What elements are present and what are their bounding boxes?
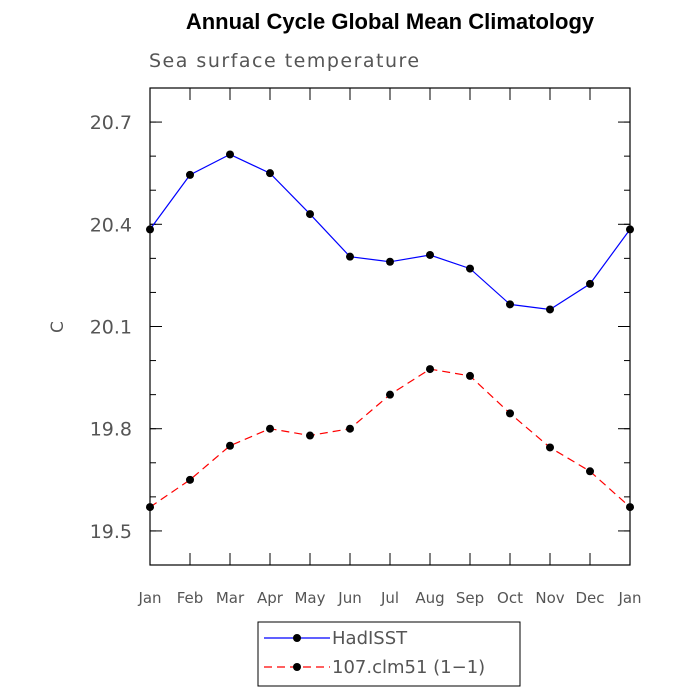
series-2-point — [266, 424, 274, 433]
x-tick-label: Jan — [617, 589, 641, 607]
series-2-point — [306, 431, 314, 440]
series-1-point — [506, 300, 514, 309]
legend-box — [257, 621, 521, 687]
x-tick-label: Sep — [456, 589, 484, 607]
series-2-point — [146, 503, 154, 512]
x-tick-label: Nov — [535, 589, 564, 607]
x-tick-label: Feb — [177, 589, 204, 607]
plot-frame — [149, 87, 631, 566]
series-2-point — [226, 441, 234, 450]
series-2-point — [626, 503, 634, 512]
chart-subtitle: Sea surface temperature — [149, 50, 421, 72]
legend: HadISST 107.clm51 (1−1) — [257, 621, 521, 687]
series-1-point — [426, 250, 434, 259]
x-tick-label: Jan — [137, 589, 161, 607]
y-tick-label: 20.4 — [90, 214, 132, 236]
series-2-point — [346, 424, 354, 433]
legend-marker-1 — [293, 634, 301, 642]
series-2-point — [466, 371, 474, 380]
y-tick-label: 20.7 — [90, 112, 132, 134]
series-line-2 — [149, 368, 631, 508]
x-tick-labels: Jan Feb Mar Apr May Jun Jul Aug Sep Oct Nov Dec Jan — [137, 589, 641, 607]
series-1-point — [346, 252, 354, 261]
x-tick-label: Dec — [575, 589, 604, 607]
series-1-point — [546, 305, 554, 314]
y-tick-labels: 19.5 19.8 20.1 20.4 20.7 — [90, 112, 132, 543]
series-2-point — [506, 409, 514, 418]
x-tick-label: Jun — [337, 589, 361, 607]
series-1-point — [146, 225, 154, 234]
axis-ticks — [149, 88, 631, 565]
x-tick-label: Aug — [415, 589, 444, 607]
chart-title: Annual Cycle Global Mean Climatology — [186, 9, 595, 34]
series-1-point — [586, 279, 594, 288]
y-tick-label: 19.5 — [90, 521, 132, 543]
series-2-point — [426, 365, 434, 374]
x-tick-label: Oct — [497, 589, 523, 607]
series-line-1 — [149, 153, 631, 311]
legend-label-2: 107.clm51 (1−1) — [332, 657, 485, 678]
series-1-point — [186, 170, 194, 179]
x-tick-label: Jul — [380, 589, 399, 607]
series-2-point — [586, 467, 594, 476]
series-1-point — [226, 150, 234, 159]
y-tick-label: 19.8 — [90, 419, 132, 441]
y-tick-label: 20.1 — [90, 317, 132, 339]
series-1-point — [386, 257, 394, 266]
series-1-point — [306, 210, 314, 219]
series-1-point — [626, 225, 634, 234]
series-1-point — [466, 264, 474, 273]
series-layer — [146, 150, 634, 512]
x-tick-label: May — [294, 589, 325, 607]
series-1-point — [266, 169, 274, 178]
series-2-point — [386, 390, 394, 399]
x-tick-label: Apr — [257, 589, 284, 607]
legend-label-1: HadISST — [332, 628, 408, 649]
legend-marker-2 — [293, 663, 301, 671]
x-tick-label: Mar — [216, 589, 245, 607]
series-2-point — [546, 443, 554, 452]
y-axis-label: C — [48, 321, 68, 333]
series-2-point — [186, 475, 194, 484]
